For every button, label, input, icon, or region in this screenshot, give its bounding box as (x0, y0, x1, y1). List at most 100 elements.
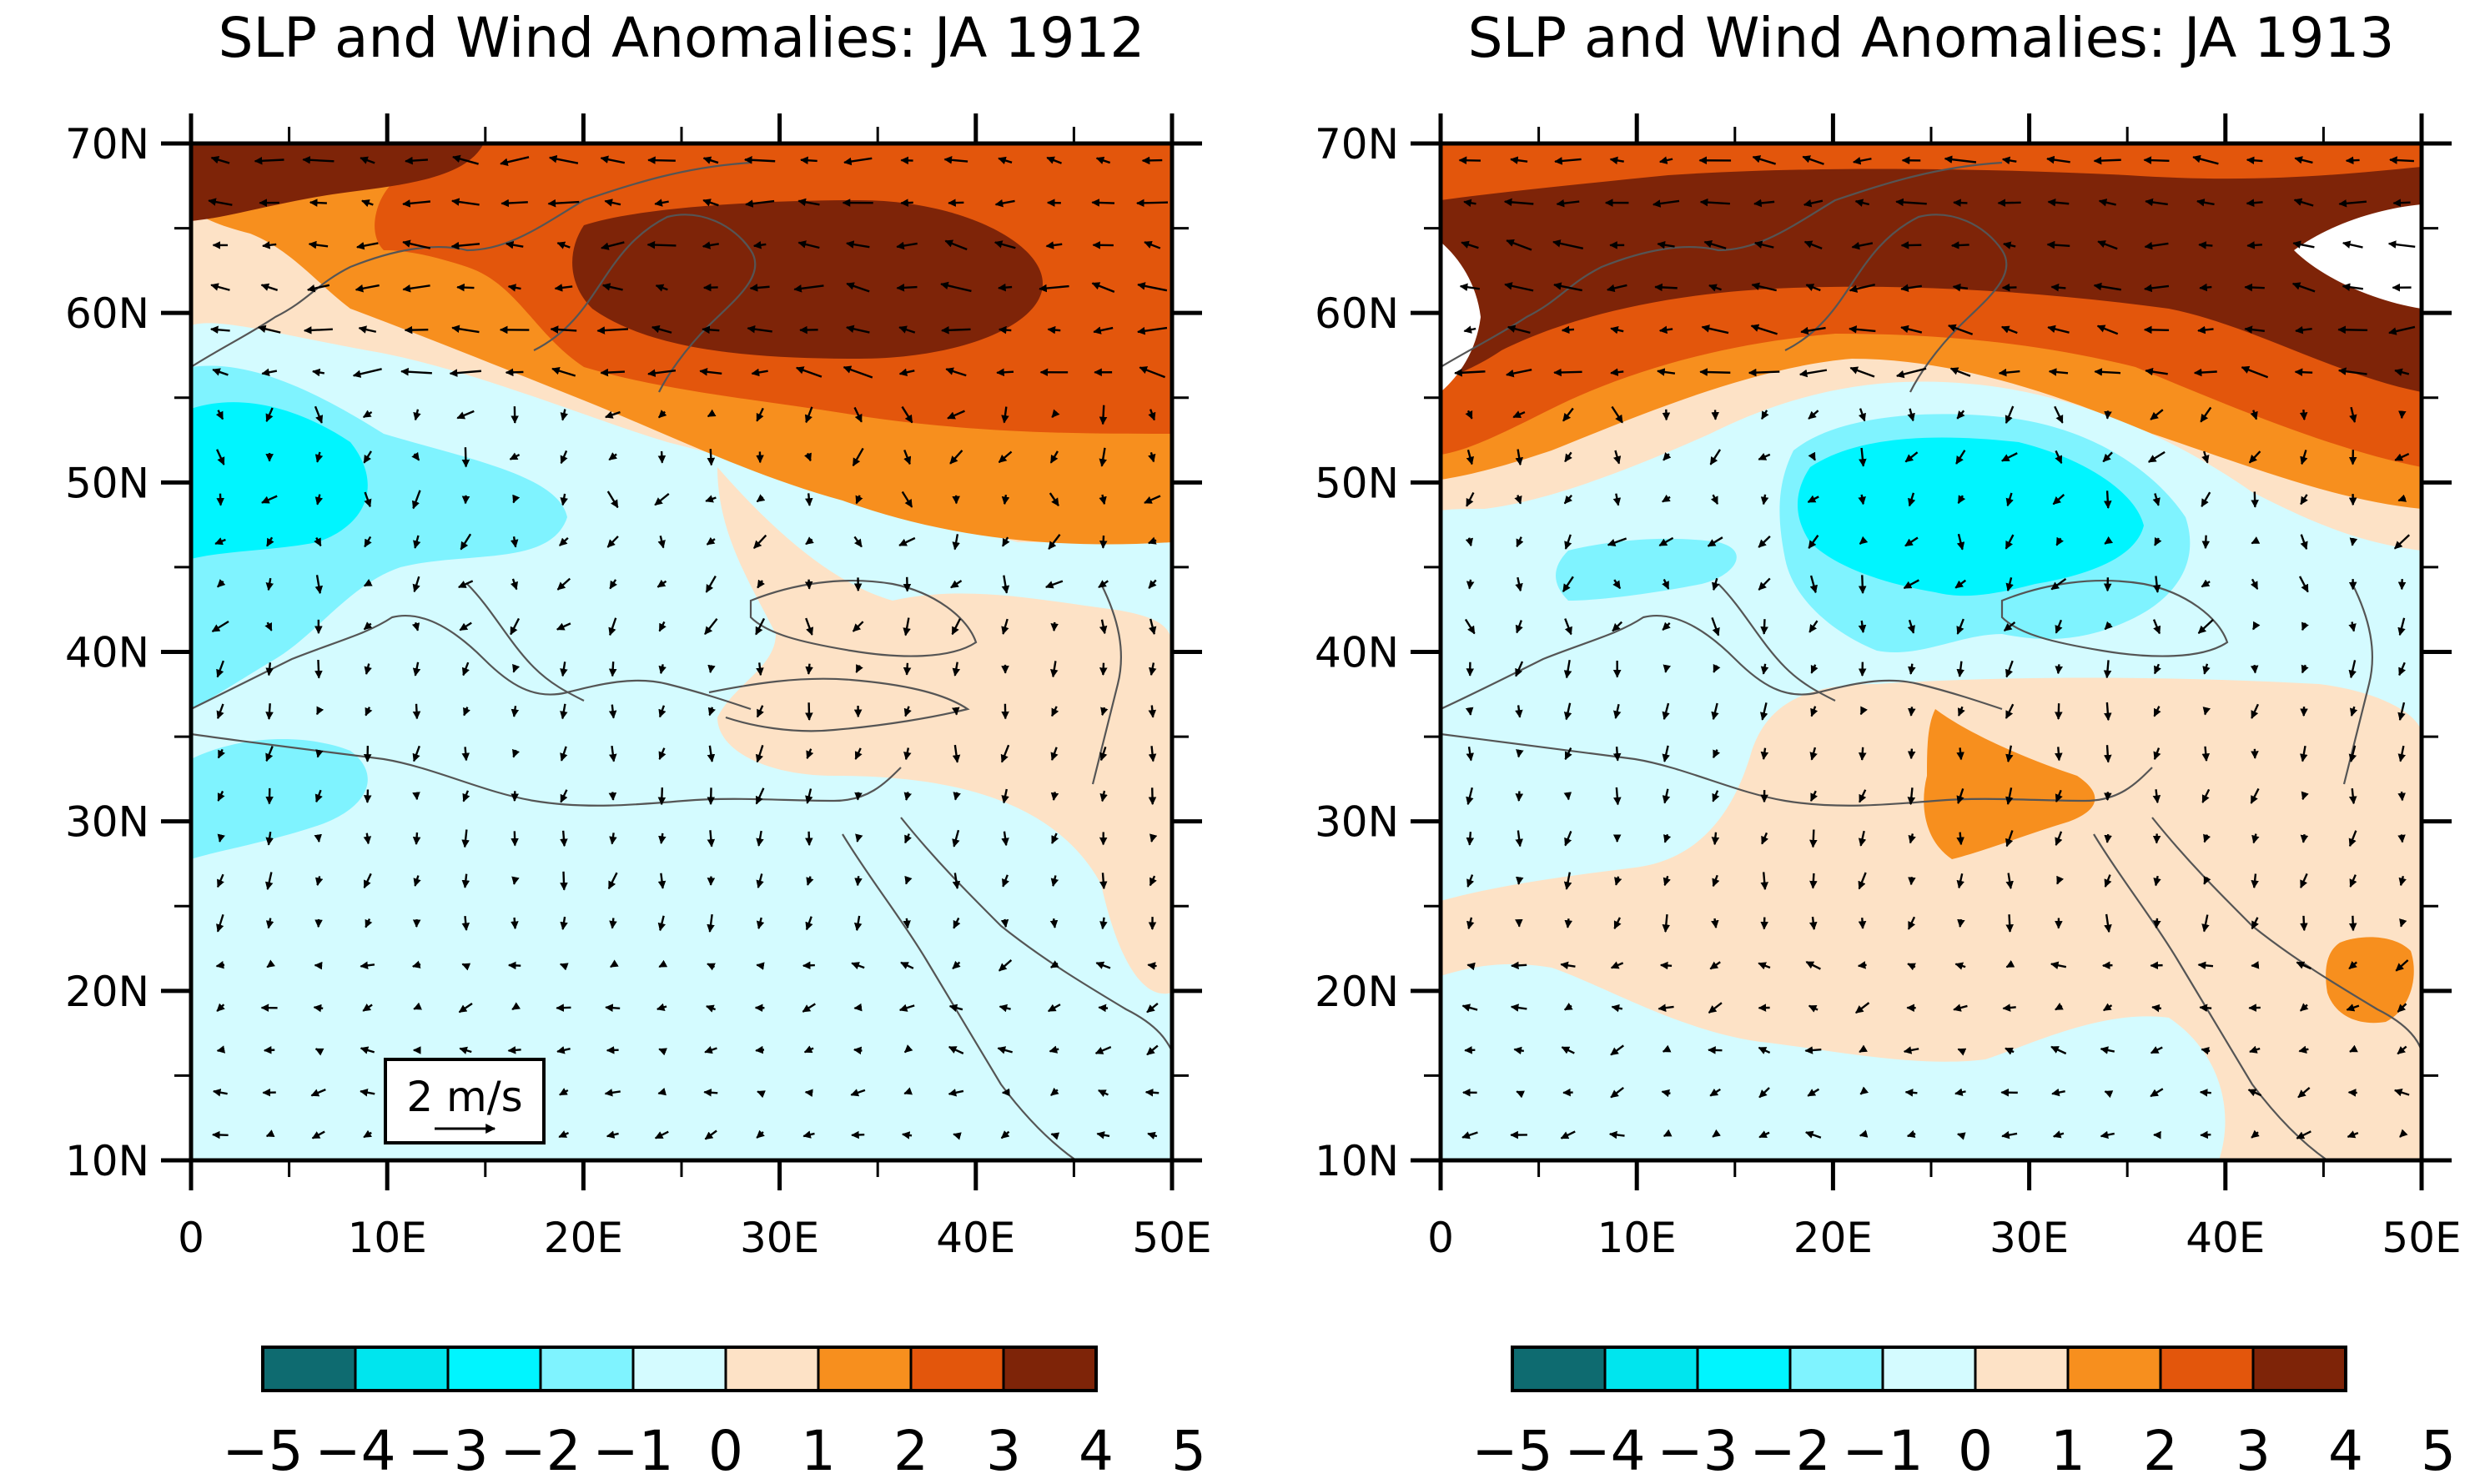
wind-vector-1913 (2298, 576, 2309, 593)
wind-vector-1913 (2251, 961, 2260, 969)
wind-vector-1913 (1564, 451, 1572, 463)
wind-vector-1913 (1466, 917, 1475, 930)
slp-region-1913-level5-east (2294, 204, 2422, 309)
wind-vector-1912 (1001, 494, 1010, 506)
wind-vector-1912 (413, 535, 421, 549)
wind-vector-1912 (900, 961, 914, 969)
wind-vector-1913 (1562, 576, 1574, 592)
wind-vector-1913 (1808, 451, 1816, 461)
wind-vector-1912 (953, 1132, 962, 1140)
wind-vector-1912 (461, 662, 470, 677)
wind-vector-1912 (1094, 1045, 1112, 1054)
wind-vector-1912 (560, 746, 568, 762)
colorbar-frame-1913 (1511, 1346, 2347, 1392)
wind-vector-1912 (363, 579, 373, 587)
wind-vector-1913 (2297, 1087, 2311, 1099)
wind-vector-1913 (1753, 199, 1775, 208)
wind-vector-1912 (658, 664, 667, 675)
wind-vector-1913 (1511, 961, 1527, 970)
wind-vector-1912 (1000, 744, 1010, 763)
wind-vector-1912 (752, 240, 767, 249)
wind-vector-1912 (699, 367, 722, 376)
wind-vector-1912 (1050, 1087, 1059, 1096)
wind-vector-1912 (402, 199, 430, 208)
wind-vector-1912 (212, 368, 229, 376)
slp-region-1912-level-minus1-south (191, 739, 368, 859)
wind-vector-1913 (2298, 1045, 2309, 1054)
wind-vector-1913 (2103, 1003, 2113, 1012)
colorbar-cell-1913 (1696, 1346, 1792, 1392)
wind-vector-1912 (511, 706, 520, 717)
wind-vector-1913 (2294, 368, 2313, 377)
colorbar-cell-1913 (1974, 1346, 2070, 1392)
wind-vector-1912 (512, 494, 521, 504)
wind-vector-1912 (846, 282, 870, 293)
wind-vector-1913 (2152, 493, 2161, 506)
wind-vector-1912 (1146, 1002, 1159, 1014)
wind-vector-1912 (264, 872, 274, 891)
colorbar-frame-1912 (261, 1346, 1098, 1392)
wind-vector-1912 (266, 959, 276, 968)
wind-vector-1913 (1859, 536, 1869, 545)
wind-vector-1912 (1141, 156, 1163, 165)
wind-vector-1913 (1654, 283, 1678, 292)
wind-vector-1913 (2397, 617, 2406, 636)
wind-vector-1913 (1658, 156, 1673, 164)
x-tick-label-1913: 30E (1990, 1214, 2069, 1262)
wind-vector-1912 (803, 1045, 814, 1054)
wind-vector-1912 (898, 536, 916, 546)
wind-vector-1912 (1147, 962, 1157, 970)
wind-vector-1912 (647, 369, 677, 378)
wind-vector-1912 (400, 367, 432, 376)
wind-vector-1912 (605, 1004, 621, 1012)
wind-vector-1912 (1099, 917, 1108, 930)
y-tick-label-1913: 40N (1315, 629, 1399, 677)
wind-vector-1912 (216, 449, 225, 465)
wind-vector-1912 (601, 241, 625, 250)
wind-vector-1913 (2151, 1004, 2162, 1013)
wind-vector-1913 (1466, 787, 1474, 806)
wind-vector-1912 (1045, 241, 1063, 249)
colorbar-label-1912: −2 (500, 1419, 581, 1483)
wind-vector-1913 (1997, 199, 2021, 208)
wind-vector-1913 (1711, 616, 1720, 636)
wind-vector-1912 (1099, 873, 1108, 890)
wind-vector-1913 (2387, 240, 2416, 249)
wind-vector-1913 (1563, 1003, 1573, 1011)
wind-vector-1913 (1809, 790, 1818, 802)
wind-vector-1913 (1611, 405, 1623, 424)
wind-vector-1913 (1907, 748, 1916, 760)
wind-vector-1913 (2393, 1089, 2410, 1097)
wind-vector-1913 (2104, 410, 2112, 420)
wind-vector-1912 (904, 833, 912, 844)
wind-vector-1912 (1044, 580, 1064, 589)
y-tick-label-1912: 50N (65, 459, 149, 507)
wind-vector-1912 (363, 1129, 373, 1139)
wind-vector-1913 (1957, 1048, 1967, 1056)
wind-vector-1913 (1761, 832, 1769, 845)
wind-vector-1912 (850, 1089, 866, 1097)
wind-vector-1912 (657, 873, 667, 889)
wind-vector-1913 (2199, 1004, 2212, 1013)
wind-vector-1912 (658, 621, 667, 632)
wind-vector-1912 (501, 199, 528, 208)
wind-vector-1913 (2104, 874, 2112, 888)
wind-vector-1912 (1099, 405, 1108, 425)
x-tick-label-1913: 10E (1597, 1214, 1677, 1262)
wind-vector-1912 (706, 536, 716, 546)
wind-vector-1913 (1709, 961, 1721, 970)
wind-vector-1913 (2300, 746, 2308, 762)
wind-vector-1913 (1859, 1044, 1868, 1054)
wind-vector-1912 (560, 871, 568, 891)
wind-vector-1913 (1760, 494, 1769, 506)
y-tick-label-1913: 20N (1315, 968, 1399, 1016)
wind-vector-1912 (707, 664, 716, 674)
wind-vector-1913 (1859, 447, 1867, 467)
wind-vector-1912 (559, 1088, 569, 1096)
wind-vector-1912 (360, 961, 375, 970)
wind-vector-1913 (1904, 536, 1919, 547)
wind-vector-1913 (1454, 368, 1486, 377)
wind-vector-1913 (1659, 961, 1673, 970)
y-tick-label-1912: 60N (65, 289, 149, 338)
wind-vector-1912 (950, 580, 963, 589)
